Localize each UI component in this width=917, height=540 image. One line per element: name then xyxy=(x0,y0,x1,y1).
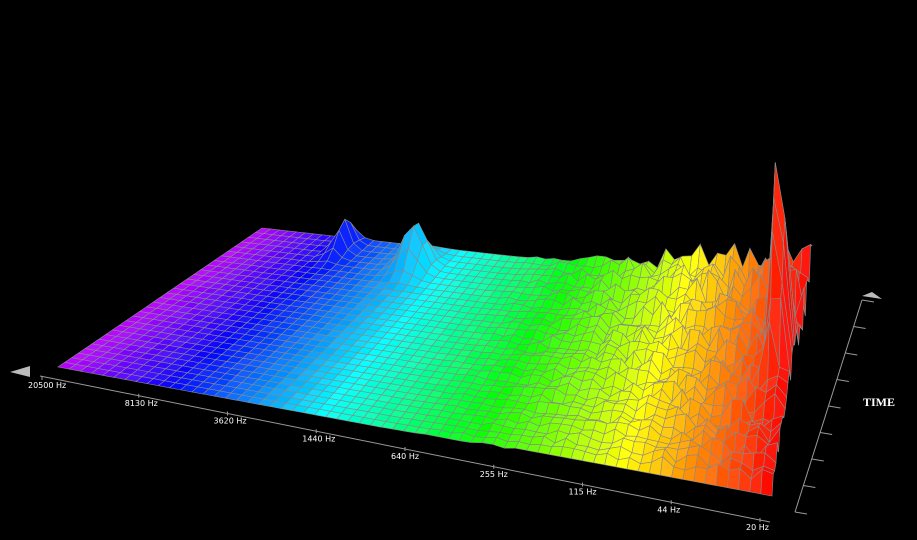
tick xyxy=(820,432,833,435)
axes: TIME 20500 Hz 8130 Hz 3620 Hz 1440 Hz 640 Hz… xyxy=(10,292,895,532)
tick xyxy=(828,405,841,409)
time-axis-label: TIME xyxy=(863,395,895,409)
tick xyxy=(853,326,866,329)
surface xyxy=(57,162,813,497)
frequency-label: 3620 Hz xyxy=(214,417,247,426)
surface-cell xyxy=(693,466,708,484)
frequency-label: 20500 Hz xyxy=(28,381,66,390)
frequency-label: 8130 Hz xyxy=(125,399,158,408)
frequency-label: 115 Hz xyxy=(569,488,597,497)
axis-arrow xyxy=(10,366,30,377)
frequency-label: 640 Hz xyxy=(391,452,419,461)
frequency-label: 255 Hz xyxy=(480,470,508,479)
tick xyxy=(836,379,849,382)
tick xyxy=(811,458,824,462)
tick xyxy=(794,511,808,515)
frequency-label: 20 Hz xyxy=(746,523,769,532)
axis-arrow xyxy=(862,292,882,299)
tick xyxy=(803,485,816,488)
surface-cell xyxy=(760,469,774,497)
tick xyxy=(861,299,875,303)
frequency-label: 44 Hz xyxy=(657,505,680,514)
frequency-label: 1440 Hz xyxy=(302,434,335,443)
surface-cell xyxy=(727,468,741,491)
tick xyxy=(845,352,858,356)
